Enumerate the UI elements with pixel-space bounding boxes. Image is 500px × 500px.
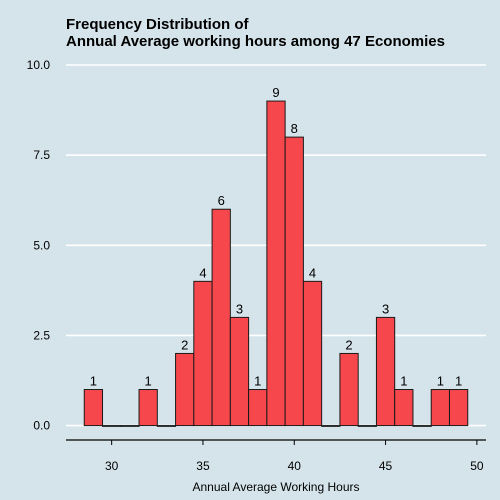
x-tick-label: 50 [470,459,484,473]
bar-count-label: 9 [272,85,279,100]
histogram-bar [375,316,396,427]
histogram-bar [412,425,432,427]
y-tick-label: 7.5 [33,148,50,162]
bar-count-label: 1 [254,374,261,389]
histogram-bar [266,100,286,427]
x-tick-label: 45 [379,459,393,473]
histogram-bar [102,425,122,427]
chart-title-line-1: Frequency Distribution of [66,16,249,33]
histogram-bar [175,352,195,427]
histogram-bar [156,425,177,427]
bar-count-label: 1 [437,374,444,389]
histogram-bar [284,136,304,427]
bar-count-label: 1 [145,374,152,389]
chart-title-line-2: Annual Average working hours among 47 Ec… [66,33,445,50]
histogram-bar [339,352,359,427]
bar-count-label: 1 [90,374,97,389]
bar-count-label: 2 [345,337,352,352]
histogram-bar [211,208,231,427]
histogram-bar [193,280,213,427]
bar-count-label: 4 [309,265,316,280]
bar-count-label: 2 [181,337,188,352]
bar-count-label: 1 [455,374,462,389]
x-axis-label: Annual Average Working Hours [193,480,360,494]
histogram-bar [357,425,377,427]
y-tick-label: 10.0 [27,58,51,72]
bar-count-label: 3 [236,301,243,316]
x-tick-label: 40 [288,459,302,473]
histogram-bar [394,389,414,427]
x-tick-label: 30 [105,459,119,473]
bar-count-label: 6 [218,193,225,208]
histogram-bar [248,389,268,427]
histogram-bar [120,425,140,427]
y-tick-label: 5.0 [33,238,50,252]
histogram-bar [321,425,341,427]
histogram-bar [302,280,323,427]
bar-count-label: 1 [400,374,407,389]
bar-count-label: 3 [382,301,389,316]
histogram-bar [448,389,469,427]
bar-count-label: 8 [291,121,298,136]
histogram-bar [83,389,104,427]
x-tick-label: 35 [196,459,210,473]
bar-count-label: 4 [199,265,206,280]
histogram-bar [229,316,250,427]
histogram-bar [138,389,158,427]
histogram-bar [430,389,450,427]
chart-title: Frequency Distribution of Annual Average… [66,16,445,50]
y-tick-label: 0.0 [33,419,50,433]
y-tick-label: 2.5 [33,328,50,342]
